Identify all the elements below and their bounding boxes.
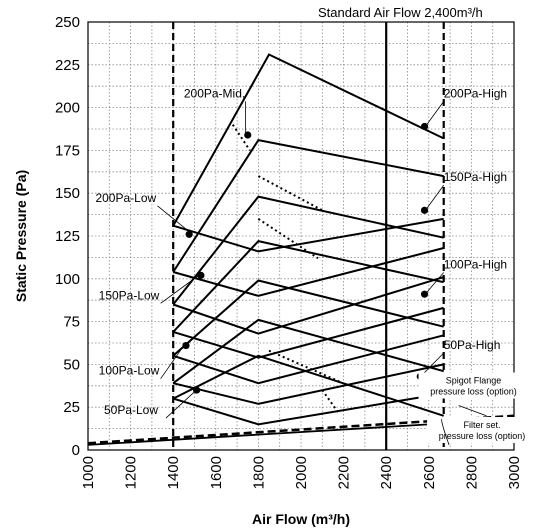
fan-curve — [172, 276, 444, 335]
standard-airflow-label: Standard Air Flow 2,400m³/h — [318, 5, 483, 20]
x-tick-label: 1000 — [80, 456, 97, 489]
x-tick-label: 1200 — [123, 456, 140, 489]
pressure-line — [172, 279, 444, 357]
operating-point — [244, 131, 252, 139]
annotation-leader — [426, 184, 445, 209]
pressure-line — [172, 318, 444, 385]
fan-curve — [172, 247, 444, 297]
annotation-leader — [426, 272, 445, 293]
annotation-label: 200Pa-Low — [95, 191, 156, 205]
fan-curves — [172, 53, 445, 426]
operating-point — [420, 290, 429, 298]
fan-curve — [172, 334, 444, 385]
annotation-label: 150Pa-Low — [99, 288, 160, 302]
dotted-curve — [257, 175, 323, 212]
annotation-leader — [157, 205, 189, 232]
x-tick-label: 3000 — [506, 456, 523, 489]
dotted-curve — [257, 218, 319, 260]
annotation-leader — [160, 275, 199, 304]
loss-label-line: Spigot Flange — [446, 376, 502, 386]
plot-frame — [87, 21, 515, 451]
annotation-leader — [422, 352, 444, 375]
x-tick-label: 2600 — [421, 456, 438, 489]
pressure-line — [172, 354, 445, 417]
y-axis-title: Static Pressure (Pa) — [13, 170, 29, 302]
annotation-label: 100Pa-Low — [99, 364, 160, 378]
fan-curve — [172, 363, 444, 405]
x-axis-ticks: 1000 1200 1400 1600 1800 2000 2200 2400 2600 2800… — [80, 456, 523, 489]
fan-curve — [172, 392, 444, 426]
y-tick-label: 75 — [63, 314, 80, 331]
dotted-curve — [231, 124, 251, 151]
operating-point — [420, 206, 429, 214]
y-tick-label: 225 — [55, 57, 80, 74]
fan-curve — [172, 217, 444, 253]
x-axis-title: Air Flow (m³/h) — [252, 511, 350, 527]
loss-label-background — [427, 417, 540, 444]
y-tick-label: 200 — [55, 100, 80, 117]
annotation-leader — [160, 345, 185, 379]
y-tick-label: 100 — [55, 271, 80, 288]
filter-loss-leader — [441, 419, 450, 446]
annotation-label: 50Pa-High — [444, 338, 501, 352]
x-tick-label: 1600 — [208, 456, 225, 489]
y-tick-label: 0 — [72, 442, 80, 459]
operating-point — [197, 271, 205, 279]
annotation-label: 150Pa-High — [444, 170, 507, 184]
x-tick-label: 1400 — [165, 456, 182, 489]
x-tick-label: 2400 — [378, 456, 395, 489]
annotations: 200Pa-Mid. 200Pa-High 200Pa-Low 150Pa-High 1… — [95, 86, 540, 446]
y-tick-label: 125 — [55, 228, 80, 245]
loss-label: Filter set.pressure loss (option) — [427, 417, 540, 444]
y-tick-label: 25 — [63, 399, 80, 416]
loss-label-line: pressure loss (option) — [439, 431, 526, 441]
annotation-label: 100Pa-High — [444, 258, 507, 272]
pressure-line — [172, 138, 444, 273]
x-tick-label: 2000 — [293, 456, 310, 489]
loss-label-line: pressure loss (option) — [430, 387, 517, 397]
annotation-leader — [165, 391, 195, 419]
operating-point — [182, 341, 190, 350]
y-tick-label: 250 — [55, 14, 80, 31]
operating-point — [193, 386, 201, 394]
spigot-loss-leader — [458, 405, 487, 417]
y-tick-label: 175 — [55, 142, 80, 159]
pressure-line — [172, 240, 444, 333]
x-tick-label: 2800 — [463, 456, 480, 489]
operating-point — [185, 230, 193, 238]
loss-label-background — [418, 372, 531, 399]
pressure-line — [172, 195, 444, 306]
annotation-label: 200Pa-Mid. — [184, 86, 245, 100]
annotation-label: 200Pa-High — [444, 86, 507, 100]
annotation-label: 50Pa-Low — [104, 403, 158, 417]
x-tick-label: 1800 — [250, 456, 267, 489]
loss-label-line: Filter set. — [464, 420, 501, 430]
y-axis-ticks: 0 25 50 75 100 125 150 175 200 225 250 — [55, 14, 80, 459]
operating-point — [420, 122, 429, 131]
x-tick-label: 2200 — [336, 456, 353, 489]
y-tick-label: 150 — [55, 185, 80, 202]
annotation-leader — [426, 101, 445, 125]
fan-curve — [172, 306, 444, 359]
y-tick-label: 50 — [63, 356, 80, 373]
